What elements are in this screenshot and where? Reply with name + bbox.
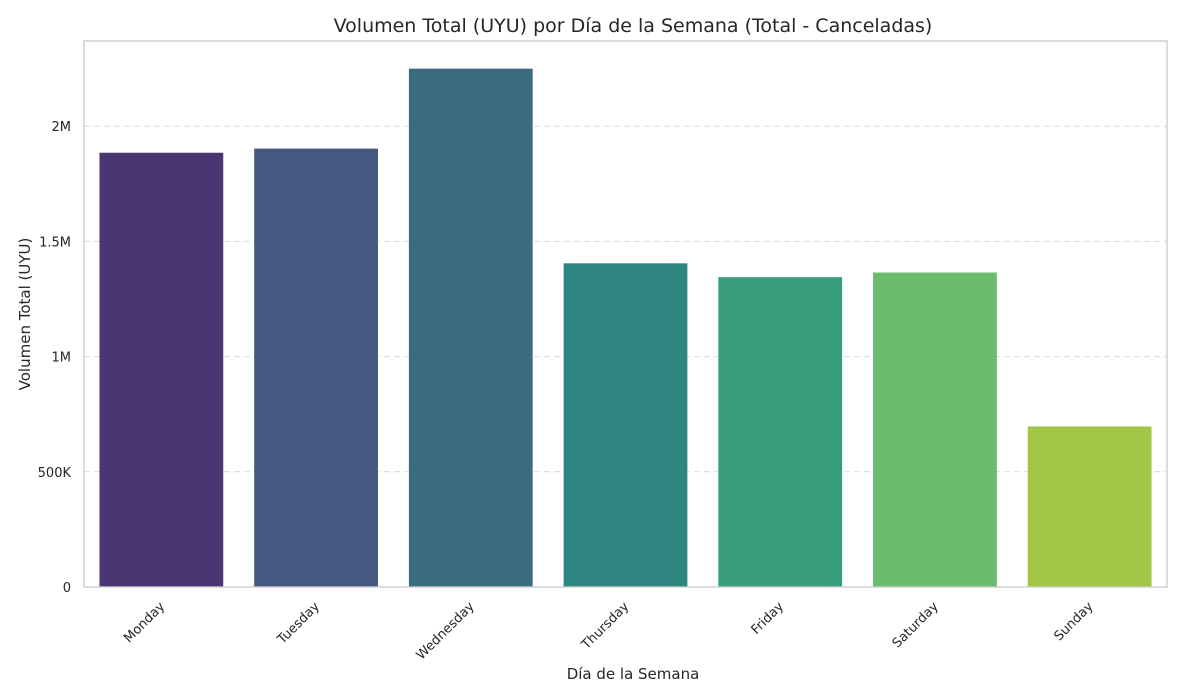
x-tick-label: Friday [749,599,788,638]
bar-monday [99,152,224,587]
y-tick-label: 1M [52,351,72,366]
bars [99,68,1152,587]
chart-title: Volumen Total (UYU) por Día de la Semana… [334,15,933,37]
bar-wednesday [408,68,533,587]
bar-tuesday [254,148,378,587]
x-tick-label: Thursday [578,599,632,653]
y-tick-label: 1.5M [39,235,71,250]
x-tick-label: Wednesday [414,599,478,663]
x-axis-ticks: Monday Tuesday Wednesday Thursday Friday Satu… [121,599,1096,663]
y-tick-label: 500K [38,466,72,481]
plot-frame [83,40,1168,588]
x-axis-label: Día de la Semana [567,665,700,683]
y-axis-ticks: 0 500K 1M 1.5M 2M [38,120,72,596]
y-axis-label: Volumen Total (UYU) [16,238,34,391]
x-tick-label: Sunday [1051,599,1096,644]
y-tick-label: 2M [52,120,72,135]
x-tick-label: Tuesday [274,599,323,648]
bar-friday [718,277,843,587]
x-tick-label: Monday [121,599,168,646]
x-tick-label: Saturday [890,599,942,651]
bar-thursday [563,263,688,587]
y-tick-label: 0 [63,581,71,596]
bar-sunday [1027,426,1152,587]
bar-saturday [873,272,997,587]
